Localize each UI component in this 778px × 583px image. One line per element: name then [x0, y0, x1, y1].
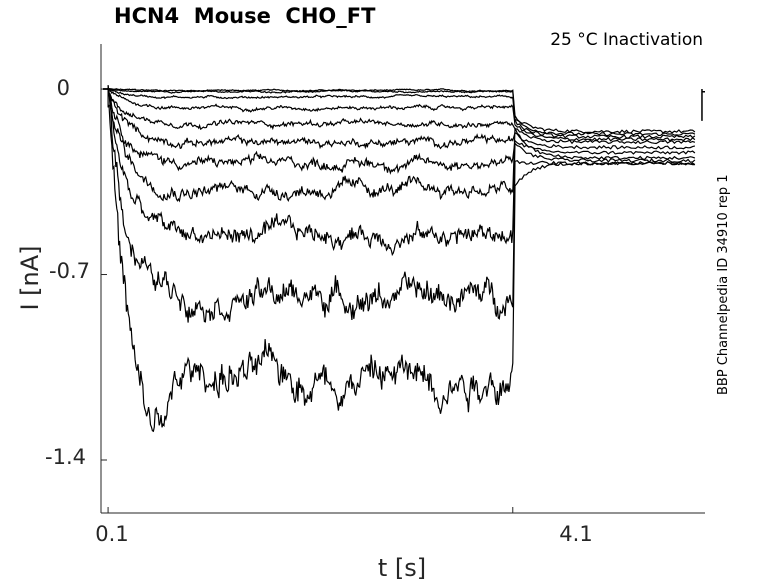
sweep-trace-2: [103, 88, 696, 137]
sweep-trace-3: [103, 88, 696, 139]
x-axis-label: t [s]: [378, 554, 426, 582]
y-axis-label: I [nA]: [16, 245, 44, 310]
x-tick-label: 0.1: [95, 522, 128, 546]
trace-end-marker: [701, 89, 705, 121]
sweep-trace-4: [103, 88, 696, 142]
y-tick-label: -1.4: [45, 445, 86, 469]
sweep-trace-10: [103, 88, 696, 323]
sweep-trace-11: [103, 88, 695, 433]
sweep-trace-9: [103, 88, 696, 257]
x-tick-label: 4.1: [559, 522, 592, 546]
chart-subtitle: 25 °C Inactivation: [550, 30, 703, 50]
chart-title: HCN4 Mouse CHO_FT: [114, 4, 376, 28]
traces-group: [103, 85, 705, 433]
sweep-trace-6: [103, 87, 696, 150]
y-tick-label: -0.7: [49, 259, 90, 283]
sweep-trace-8: [103, 85, 696, 203]
sweep-trace-5: [103, 88, 696, 145]
axes-group: [100, 44, 705, 514]
y-tick-label: 0: [57, 76, 70, 100]
sweep-trace-7: [103, 86, 696, 175]
